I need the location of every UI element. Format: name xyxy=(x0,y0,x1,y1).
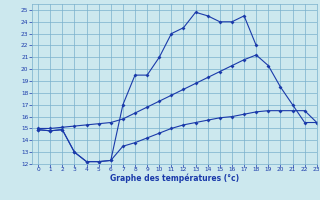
X-axis label: Graphe des températures (°c): Graphe des températures (°c) xyxy=(110,174,239,183)
